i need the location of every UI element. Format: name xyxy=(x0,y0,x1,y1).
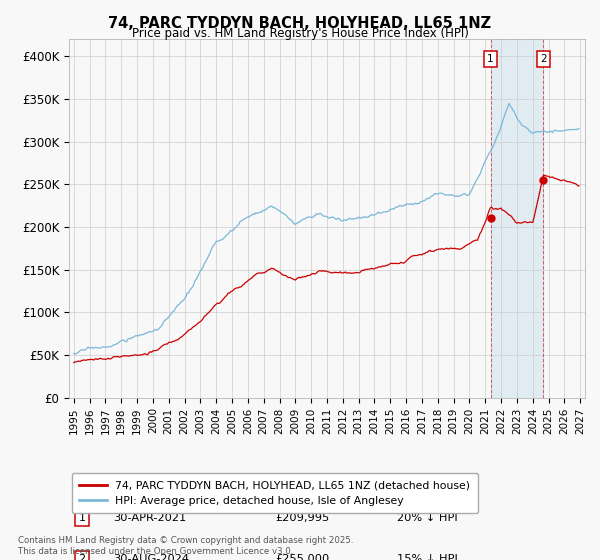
Text: Price paid vs. HM Land Registry's House Price Index (HPI): Price paid vs. HM Land Registry's House … xyxy=(131,27,469,40)
Text: 2: 2 xyxy=(79,554,85,560)
Text: 1: 1 xyxy=(79,512,85,522)
Text: 2: 2 xyxy=(540,54,547,64)
Text: £209,995: £209,995 xyxy=(275,512,329,522)
Text: 15% ↓ HPI: 15% ↓ HPI xyxy=(397,554,458,560)
Text: 20% ↓ HPI: 20% ↓ HPI xyxy=(397,512,457,522)
Legend: 74, PARC TYDDYN BACH, HOLYHEAD, LL65 1NZ (detached house), HPI: Average price, d: 74, PARC TYDDYN BACH, HOLYHEAD, LL65 1NZ… xyxy=(72,473,478,514)
Text: 74, PARC TYDDYN BACH, HOLYHEAD, LL65 1NZ: 74, PARC TYDDYN BACH, HOLYHEAD, LL65 1NZ xyxy=(109,16,491,31)
Text: £255,000: £255,000 xyxy=(275,554,329,560)
Bar xyxy=(491,39,544,398)
Text: 30-AUG-2024: 30-AUG-2024 xyxy=(113,554,189,560)
Text: Contains HM Land Registry data © Crown copyright and database right 2025.
This d: Contains HM Land Registry data © Crown c… xyxy=(18,536,353,556)
Text: 1: 1 xyxy=(487,54,494,64)
Text: 30-APR-2021: 30-APR-2021 xyxy=(113,512,186,522)
